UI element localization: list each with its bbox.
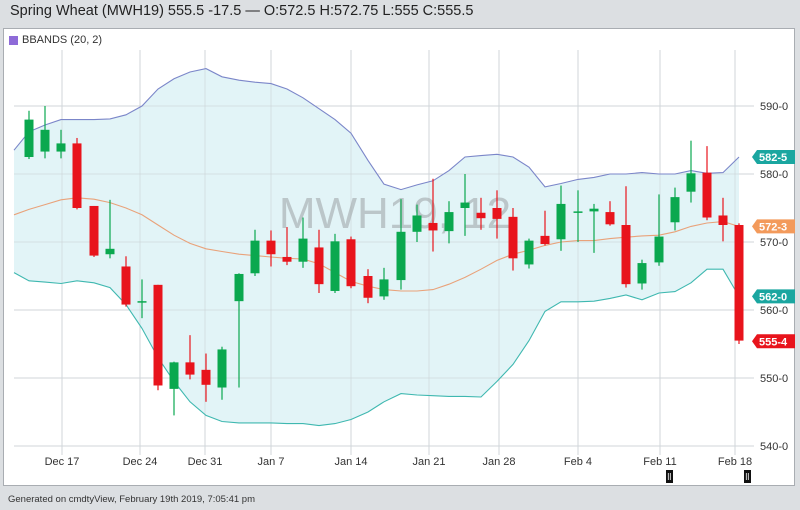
price-tag: 582-5	[752, 150, 795, 164]
candle[interactable]	[330, 233, 340, 293]
y-tick-label: 560-0	[760, 305, 788, 317]
candle[interactable]	[89, 205, 99, 257]
y-tick-label: 540-0	[760, 441, 788, 453]
candle[interactable]	[314, 229, 324, 293]
candle[interactable]	[524, 238, 534, 269]
y-axis: 590-0 580-0 570-0 560-0 550-0 540-0	[760, 101, 788, 453]
candle[interactable]	[282, 227, 292, 266]
candle[interactable]	[412, 204, 422, 242]
upper-band-line	[13, 68, 740, 191]
x-tick-label: Jan 7	[258, 456, 285, 468]
chart-title: Spring Wheat (MWH19) 555.5 -17.5 — O:572…	[10, 3, 474, 19]
candle[interactable]	[185, 335, 195, 380]
candle[interactable]	[637, 259, 647, 290]
candle[interactable]	[670, 187, 680, 231]
range-handle[interactable]	[666, 470, 673, 483]
candle[interactable]	[396, 199, 406, 290]
price-tag: 555-4	[752, 334, 795, 349]
candle[interactable]	[363, 269, 373, 304]
x-tick-label: Dec 24	[123, 456, 158, 468]
candle[interactable]	[72, 137, 82, 210]
candle[interactable]	[24, 110, 34, 160]
legend-label: BBANDS (20, 2)	[22, 34, 103, 46]
x-tick-label: Feb 18	[718, 456, 752, 468]
candle[interactable]	[153, 284, 163, 391]
candle[interactable]	[298, 217, 308, 268]
y-tick-label: 550-0	[760, 373, 788, 385]
candle[interactable]	[556, 185, 566, 251]
candle[interactable]	[121, 256, 131, 307]
candle[interactable]	[105, 199, 115, 259]
candle[interactable]	[686, 140, 696, 203]
x-axis: Dec 17 Dec 24 Dec 31 Jan 7 Jan 14 Jan 21 Jan 2…	[45, 456, 753, 468]
x-tick-label: Dec 17	[45, 456, 80, 468]
candle[interactable]	[573, 190, 583, 242]
y-tick-label: 590-0	[760, 101, 788, 113]
footer-generated-text: Generated on cmdtyView, February 19th 20…	[8, 494, 255, 505]
price-tag: 572-3	[752, 219, 795, 234]
candle[interactable]	[217, 346, 227, 400]
candle[interactable]	[379, 267, 389, 300]
candle[interactable]	[718, 197, 728, 242]
candle[interactable]	[605, 201, 615, 226]
bollinger-band-fill	[14, 68, 739, 426]
x-tick-label: Dec 31	[188, 456, 223, 468]
candle[interactable]	[540, 210, 550, 246]
candle[interactable]	[654, 194, 664, 266]
range-handle[interactable]	[744, 470, 751, 483]
svg-text:582-5: 582-5	[759, 152, 787, 164]
candle[interactable]	[201, 353, 211, 402]
candle[interactable]	[492, 190, 502, 239]
x-tick-label: Feb 11	[643, 456, 676, 468]
candle[interactable]	[444, 201, 454, 244]
x-tick-label: Jan 28	[482, 456, 515, 468]
candle[interactable]	[734, 223, 744, 344]
candle[interactable]	[137, 279, 147, 319]
indicator-legend[interactable]: BBANDS (20, 2)	[9, 34, 102, 46]
watermark: MWH19, 12	[279, 189, 511, 238]
candle[interactable]	[56, 129, 66, 159]
candles	[24, 106, 744, 416]
svg-text:562-0: 562-0	[759, 291, 787, 303]
candle[interactable]	[169, 361, 179, 416]
candle[interactable]	[589, 203, 599, 253]
middle-band-line	[13, 197, 740, 292]
svg-text:555-4: 555-4	[759, 336, 788, 348]
candle[interactable]	[428, 178, 438, 252]
candle[interactable]	[234, 273, 244, 388]
legend-swatch	[9, 35, 18, 45]
candle[interactable]	[346, 236, 356, 289]
x-tick-label: Jan 14	[334, 456, 367, 468]
x-tick-label: Feb 4	[564, 456, 592, 468]
price-tag: 562-0	[752, 289, 795, 304]
y-tick-label: 570-0	[760, 237, 788, 249]
candle[interactable]	[508, 208, 518, 271]
candle[interactable]	[702, 146, 712, 221]
svg-text:572-3: 572-3	[759, 221, 787, 233]
x-tick-label: Jan 21	[412, 456, 445, 468]
candle[interactable]	[476, 197, 486, 230]
candle[interactable]	[250, 229, 260, 276]
candle[interactable]	[621, 186, 631, 288]
y-tick-label: 580-0	[760, 169, 788, 181]
lower-band-line	[13, 268, 740, 427]
candle[interactable]	[40, 106, 50, 159]
candle[interactable]	[460, 174, 470, 236]
candle[interactable]	[266, 230, 276, 267]
